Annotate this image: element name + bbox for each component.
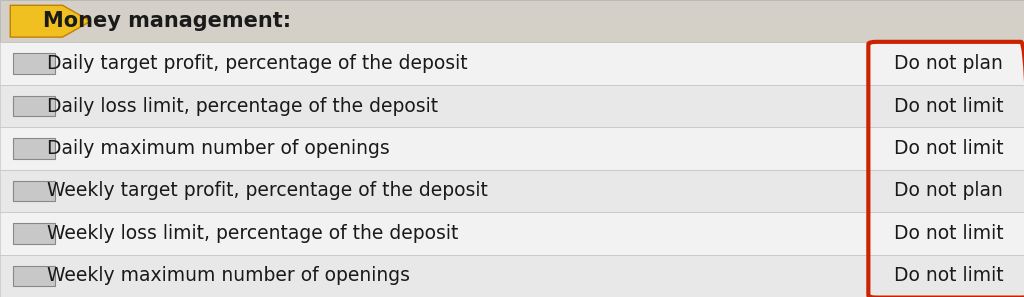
Bar [0,0,1024,42]
Bar [0,127,1024,170]
Text: Do not limit: Do not limit [894,224,1004,243]
Text: Weekly loss limit, percentage of the deposit: Weekly loss limit, percentage of the dep… [47,224,459,243]
Text: Do not limit: Do not limit [894,139,1004,158]
Text: Do not limit: Do not limit [894,266,1004,285]
Text: Daily target profit, percentage of the deposit: Daily target profit, percentage of the d… [47,54,468,73]
Bar [13,138,55,159]
Text: Money management:: Money management: [43,11,291,31]
Bar [13,181,55,201]
Text: Do not plan: Do not plan [894,54,1004,73]
Bar [0,255,1024,297]
Bar [13,266,55,286]
Bar [13,96,55,116]
Text: Weekly target profit, percentage of the deposit: Weekly target profit, percentage of the … [47,181,488,200]
Bar [13,53,55,74]
Bar [0,212,1024,255]
Text: Do not plan: Do not plan [894,181,1004,200]
Text: Do not limit: Do not limit [894,97,1004,116]
Text: Daily maximum number of openings: Daily maximum number of openings [47,139,390,158]
Text: Weekly maximum number of openings: Weekly maximum number of openings [47,266,410,285]
Text: Daily loss limit, percentage of the deposit: Daily loss limit, percentage of the depo… [47,97,438,116]
Bar [0,42,1024,85]
Bar [0,170,1024,212]
Bar [13,223,55,244]
Bar [0,85,1024,127]
Polygon shape [10,5,91,37]
